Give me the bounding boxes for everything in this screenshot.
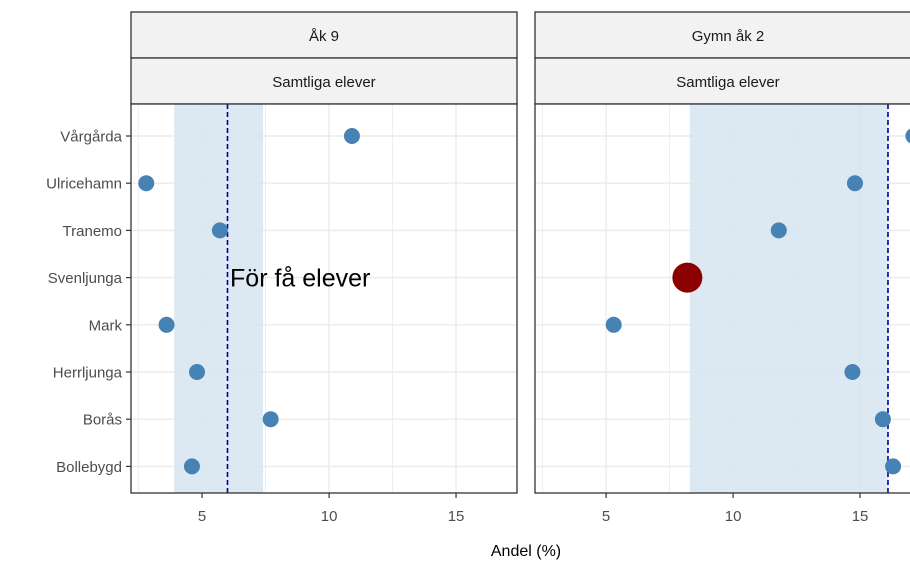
strip-top-label: Gymn åk 2	[692, 28, 765, 45]
y-tick-label: Borås	[83, 412, 122, 429]
data-point	[885, 458, 902, 475]
data-point	[874, 411, 891, 428]
data-point	[158, 316, 175, 333]
x-tick-label: 10	[321, 508, 338, 525]
reference-band	[174, 104, 264, 493]
y-tick-label: Bollebygd	[56, 459, 122, 476]
highlighted-point	[672, 262, 703, 293]
reference-band	[689, 104, 888, 493]
strip-bottom-0	[130, 57, 518, 105]
x-tick-label: 10	[725, 508, 742, 525]
x-tick-label: 5	[198, 508, 206, 525]
strip-bottom-label: Samtliga elever	[676, 74, 779, 91]
data-point	[183, 458, 200, 475]
data-point	[262, 411, 279, 428]
strip-top-1	[534, 11, 910, 59]
panel-border-1	[534, 103, 910, 494]
strip-top-0	[130, 11, 518, 59]
panel-border-0	[130, 103, 518, 494]
data-point	[905, 128, 910, 144]
data-point	[211, 222, 228, 239]
data-point	[770, 222, 787, 239]
data-point	[844, 364, 861, 380]
y-tick-label: Ulricehamn	[46, 176, 122, 193]
panel-plot-area-1	[535, 104, 910, 493]
strip-bottom-1	[534, 57, 910, 105]
data-point	[605, 316, 622, 333]
panel-plot-area-0: För få elever	[131, 104, 517, 493]
y-tick-label: Vårgårda	[60, 129, 122, 146]
y-tick-label: Mark	[89, 317, 123, 334]
data-point	[138, 175, 155, 192]
x-tick-label: 15	[448, 508, 465, 525]
data-point	[189, 364, 206, 380]
x-axis-title: Andel (%)	[491, 543, 561, 560]
strip-bottom-label: Samtliga elever	[272, 74, 375, 91]
y-tick-label: Tranemo	[63, 223, 122, 240]
x-tick-label: 5	[602, 508, 610, 525]
y-tick-label: Herrljunga	[53, 365, 123, 382]
data-point	[846, 175, 863, 192]
strip-top-label: Åk 9	[309, 28, 339, 45]
x-tick-label: 15	[852, 508, 869, 525]
annotation-text: För få elever	[230, 265, 370, 293]
y-tick-label: Svenljunga	[48, 270, 123, 287]
data-point	[343, 128, 360, 144]
